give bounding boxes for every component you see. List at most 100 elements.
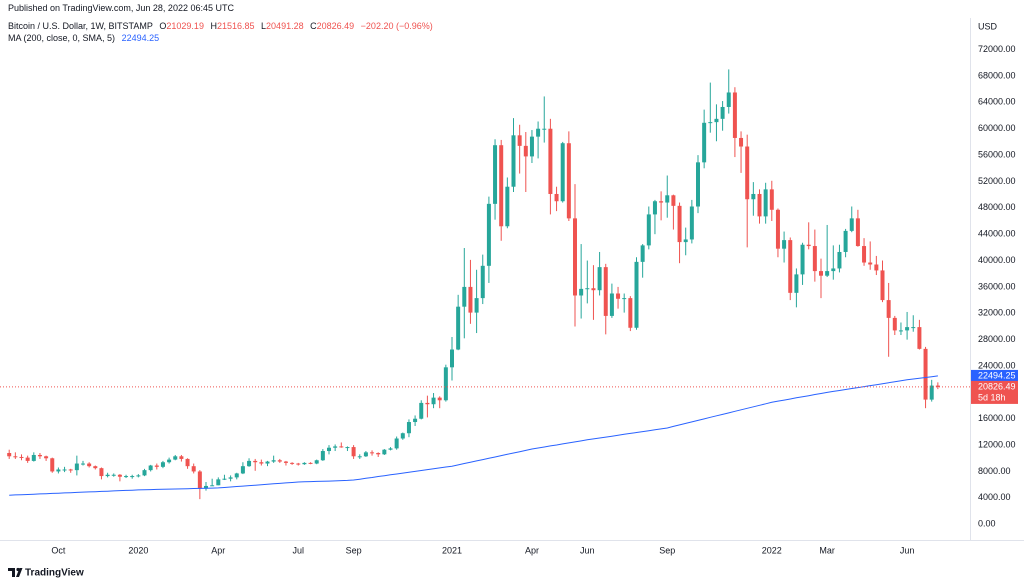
candle-body [382, 449, 387, 455]
candle-body [431, 397, 436, 405]
candle-body [609, 293, 614, 316]
symbol: Bitcoin / U.S. Dollar, 1W, BITSTAMP [8, 21, 153, 31]
candle-body [529, 136, 534, 157]
candle-body [357, 456, 362, 458]
y-tick-label: 48000.00 [978, 202, 1016, 212]
candle-body [160, 462, 165, 467]
candle-body [671, 195, 676, 206]
candle-body [19, 456, 24, 458]
candle-body [511, 135, 516, 187]
candle-body [579, 288, 584, 296]
candle-body [591, 288, 596, 291]
candle-body [640, 245, 645, 262]
candle-body [849, 218, 854, 231]
y-tick-label: 40000.00 [978, 255, 1016, 265]
candle-body [800, 244, 805, 275]
candle-body [720, 106, 725, 119]
candle-body [726, 92, 731, 107]
candle-body [493, 145, 498, 204]
candle-body [923, 348, 928, 400]
ohlc-high: H21516.85 [210, 21, 254, 31]
candle-body [56, 469, 61, 472]
footer-brand: TradingView [25, 568, 84, 579]
candle-body [892, 317, 897, 331]
candle-body [74, 463, 79, 471]
x-tick-label: 2022 [762, 545, 782, 555]
candle-body [25, 457, 30, 461]
candle-body [757, 193, 762, 217]
x-tick-label: Mar [819, 545, 835, 555]
candle-body [148, 465, 153, 471]
candle-body [714, 118, 719, 123]
candle-body [665, 195, 670, 203]
published-note: Published on TradingView.com, Jun 28, 20… [8, 3, 234, 13]
y-tick-label: 44000.00 [978, 229, 1016, 239]
candle-body [308, 462, 313, 464]
ma-line [9, 375, 938, 496]
candle-body [167, 459, 172, 463]
candle-body [388, 448, 393, 450]
candle-body [437, 397, 442, 401]
y-tick-label: 12000.00 [978, 439, 1016, 449]
candle-body [763, 189, 768, 217]
candle-body [87, 463, 92, 467]
candles [7, 69, 940, 500]
candle-body [400, 433, 405, 439]
candle-body [333, 446, 338, 448]
candle-body [689, 206, 694, 240]
candle-body [290, 462, 295, 464]
candle-body [376, 453, 381, 455]
candle-body [7, 453, 12, 457]
candle-body [228, 477, 233, 479]
y-tick-label: 4000.00 [978, 492, 1011, 502]
ohlc-open: O21029.19 [159, 21, 204, 31]
candle-body [124, 476, 129, 478]
candle-body [136, 475, 141, 477]
ma-price-label: 22494.25 [978, 370, 1016, 380]
candle-body [677, 205, 682, 243]
candle-body [603, 267, 608, 316]
candle-body [708, 122, 713, 124]
y-tick-label: 0.00 [978, 519, 996, 529]
ohlc-prefix: L [261, 21, 267, 31]
candle-body [794, 274, 799, 293]
candle-body [683, 239, 688, 243]
change: −202.20 (−0.96%) [360, 21, 433, 31]
candle-body [911, 327, 916, 329]
candle-body [327, 447, 331, 452]
ma-legend: MA (200, close, 0, SMA, 5) 22494.25 [8, 33, 163, 43]
candle-body [283, 461, 288, 463]
candle-body [782, 240, 787, 249]
y-tick-label: 64000.00 [978, 97, 1016, 107]
candle-body [775, 209, 780, 249]
x-tick-label: Jun [900, 545, 915, 555]
candle-body [117, 474, 122, 477]
x-tick-label: Oct [51, 545, 66, 555]
candle-body [413, 418, 418, 423]
candle-body [450, 349, 454, 368]
ma-value: 22494.25 [121, 33, 160, 43]
candle-body [702, 122, 707, 163]
candle-body [50, 458, 55, 472]
candle-body [732, 92, 737, 138]
candle-body [351, 447, 356, 457]
candle-body [862, 246, 867, 263]
candle-body [31, 454, 36, 461]
x-tick-label: Jun [580, 545, 595, 555]
candle-body [542, 128, 547, 130]
candle-body [93, 466, 98, 469]
candle-body [247, 460, 252, 467]
candle-body [111, 474, 116, 476]
candle-body [843, 230, 848, 252]
candle-body [234, 473, 239, 478]
candle-body [898, 330, 903, 332]
y-tick-label: 56000.00 [978, 149, 1016, 159]
y-tick-label: 36000.00 [978, 281, 1016, 291]
candle-body [271, 460, 276, 462]
candle-body [81, 463, 85, 465]
ohlc-prefix: C [310, 21, 317, 31]
candle-body [222, 478, 227, 480]
candle-body [142, 470, 147, 476]
candle-body [886, 300, 891, 318]
y-tick-label: 72000.00 [978, 44, 1016, 54]
